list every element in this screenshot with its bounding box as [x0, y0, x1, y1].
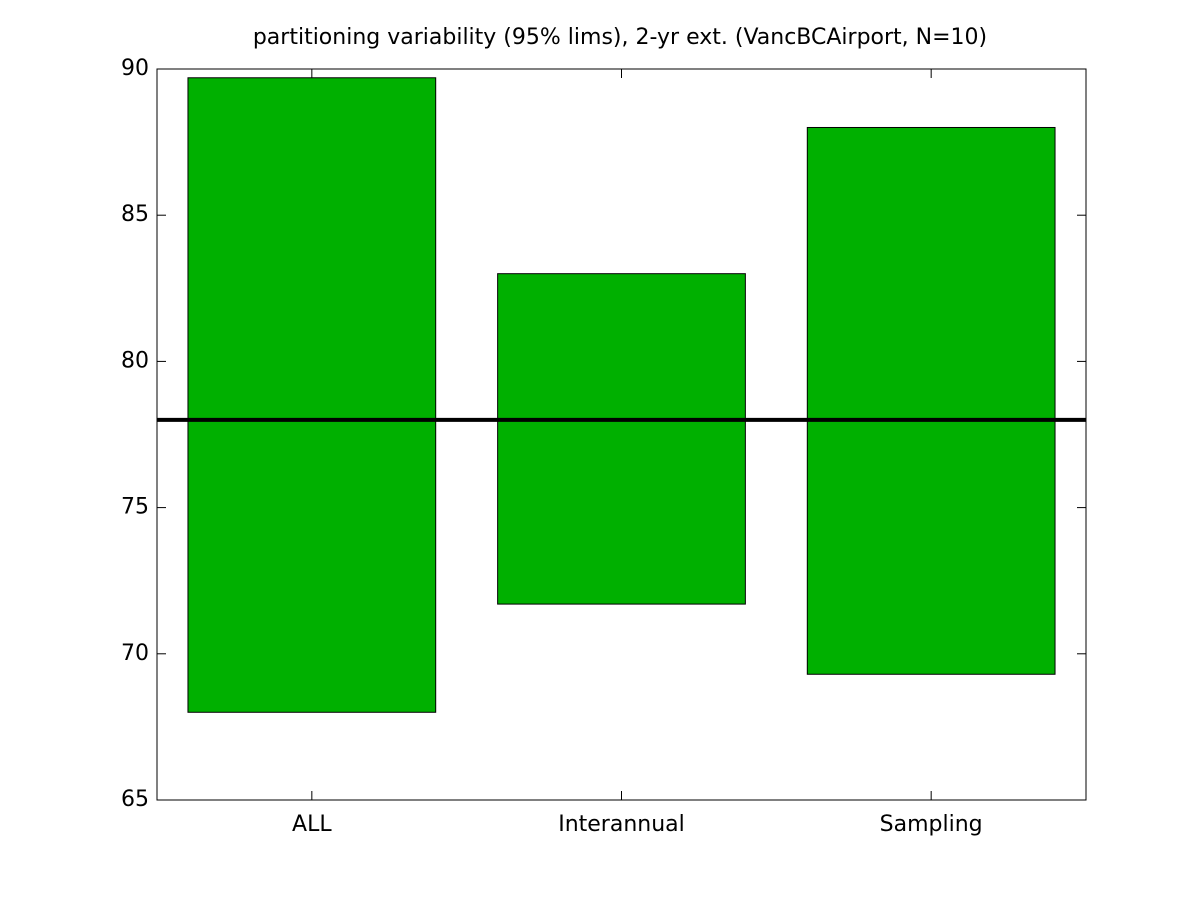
chart-title: partitioning variability (95% lims), 2-y… [253, 25, 987, 50]
plot-frame [156, 68, 1087, 801]
x-tick-label: ALL [292, 812, 332, 837]
y-tick-label: 80 [121, 348, 149, 373]
y-tick-label: 75 [121, 495, 149, 520]
x-tick-label: Sampling [880, 812, 983, 837]
x-tick-label: Interannual [558, 812, 685, 837]
bar [806, 126, 1056, 675]
y-tick-label: 90 [121, 56, 149, 81]
y-tick-label: 85 [121, 202, 149, 227]
y-tick-label: 65 [121, 787, 149, 812]
bar [497, 273, 746, 605]
bar [187, 77, 437, 713]
y-tick-label: 70 [121, 641, 149, 666]
